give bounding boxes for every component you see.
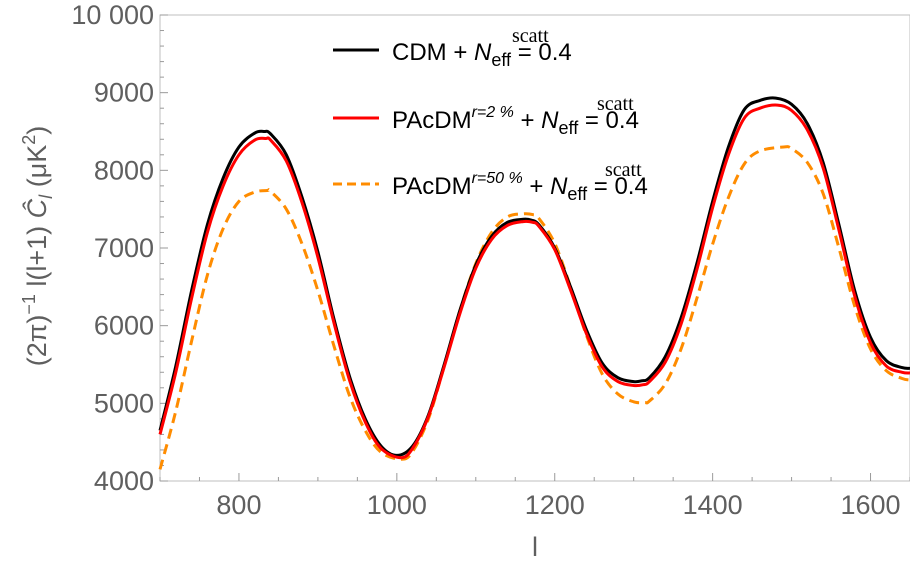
- legend-sup-cdm: scatt: [512, 25, 549, 47]
- legend-sup-pacdm-2: scatt: [597, 93, 634, 115]
- legend-label-cdm: CDM + Neff = 0.4: [392, 39, 572, 70]
- y-tick-label: 9000: [94, 78, 154, 108]
- y-tick-label: 6000: [94, 311, 154, 341]
- plot-frame: [159, 14, 910, 482]
- x-tick-label: 800: [216, 490, 261, 520]
- x-tick-label: 1200: [525, 490, 585, 520]
- legend-entry-pacdm-2: PAcDMr=2 % + Neff = 0.4 scatt: [333, 93, 639, 138]
- x-tick-label: 1400: [683, 490, 743, 520]
- y-tick-label: 8000: [94, 155, 154, 185]
- x-tick-label: 1000: [367, 490, 427, 520]
- y-tick-label: 4000: [94, 466, 154, 496]
- series-line-pacdm-2: [158, 103, 910, 460]
- axis-ticks: [159, 14, 910, 482]
- legend-sup-pacdm-50: scatt: [605, 159, 642, 181]
- legend-entry-cdm: CDM + Neff = 0.4 scatt: [333, 25, 572, 70]
- legend-label-pacdm-2: PAcDMr=2 % + Neff = 0.4: [392, 104, 639, 138]
- series-line-cdm: [158, 96, 910, 457]
- series-lines: [158, 96, 910, 470]
- y-tick-label: 10 000: [71, 0, 154, 30]
- y-tick-label: 5000: [94, 388, 154, 418]
- series-line-pacdm-50: [158, 145, 910, 470]
- legend: CDM + Neff = 0.4 scatt PAcDMr=2 % + Neff…: [333, 25, 648, 204]
- legend-label-pacdm-50: PAcDMr=50 % + Neff = 0.4: [392, 170, 648, 204]
- x-tick-label: 1600: [840, 490, 900, 520]
- y-tick-label: 7000: [94, 233, 154, 263]
- legend-entry-pacdm-50: PAcDMr=50 % + Neff = 0.4 scatt: [333, 159, 648, 204]
- axis-tick-labels: 800 1000 1200 1400 1600 4000 5000 6000 7000 8000 9…: [71, 0, 900, 520]
- y-axis-title: (2π)−1 l(l+1) Ĉl (μK2): [19, 126, 56, 367]
- x-axis-title: l: [532, 532, 538, 562]
